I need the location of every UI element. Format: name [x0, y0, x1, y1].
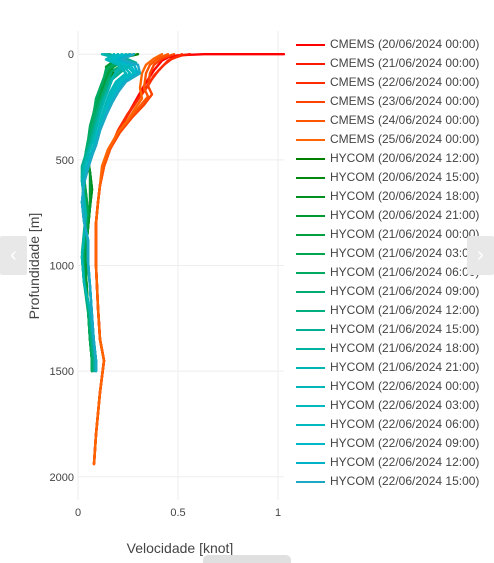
- legend-item[interactable]: HYCOM (21/06/2024 18:00): [294, 340, 494, 359]
- legend-swatch: [296, 177, 325, 179]
- legend-item[interactable]: HYCOM (20/06/2024 21:00): [294, 207, 494, 226]
- legend-item[interactable]: CMEMS (22/06/2024 00:00): [294, 74, 494, 93]
- y-tick-label: 500: [56, 155, 74, 167]
- legend-label: CMEMS (20/06/2024 00:00): [330, 37, 480, 51]
- y-tick-label: 1000: [50, 261, 74, 273]
- legend-label: HYCOM (21/06/2024 18:00): [330, 341, 480, 355]
- legend-item[interactable]: HYCOM (21/06/2024 03:00): [294, 245, 494, 264]
- previous-arrow-button[interactable]: ‹: [0, 236, 27, 275]
- legend-label: HYCOM (22/06/2024 00:00): [330, 379, 480, 393]
- legend-swatch: [296, 63, 325, 65]
- legend-label: HYCOM (21/06/2024 15:00): [330, 322, 480, 336]
- legend-label: HYCOM (20/06/2024 21:00): [330, 208, 480, 222]
- y-tick-label: 2000: [50, 472, 74, 484]
- legend-swatch: [296, 310, 325, 312]
- legend-item[interactable]: CMEMS (20/06/2024 00:00): [294, 36, 494, 55]
- legend-swatch: [296, 348, 325, 350]
- legend-item[interactable]: HYCOM (21/06/2024 21:00): [294, 359, 494, 378]
- legend-label: HYCOM (21/06/2024 21:00): [330, 360, 480, 374]
- legend-swatch: [296, 272, 325, 274]
- legend-swatch: [296, 120, 325, 122]
- legend-label: HYCOM (20/06/2024 18:00): [330, 189, 480, 203]
- x-tick-label: 0.5: [170, 507, 185, 519]
- legend-swatch: [296, 367, 325, 369]
- legend-swatch: [296, 101, 325, 103]
- chart-axes: 0 0.5 1 0 500 1000 1500 2000: [50, 49, 282, 519]
- legend-label: HYCOM (22/06/2024 09:00): [330, 436, 480, 450]
- y-axis-title: Profundidade [m]: [26, 213, 42, 320]
- legend-item[interactable]: HYCOM (22/06/2024 09:00): [294, 435, 494, 454]
- legend-label: CMEMS (21/06/2024 00:00): [330, 56, 480, 70]
- legend-item[interactable]: HYCOM (22/06/2024 03:00): [294, 397, 494, 416]
- legend-swatch: [296, 291, 325, 293]
- legend-label: CMEMS (23/06/2024 00:00): [330, 94, 480, 108]
- series-line-1: [92, 53, 192, 466]
- legend-swatch: [296, 215, 325, 217]
- legend-swatch: [296, 253, 325, 255]
- legend-swatch: [296, 329, 325, 331]
- legend-label: HYCOM (20/06/2024 12:00): [330, 151, 480, 165]
- x-tick-label: 1: [275, 507, 281, 519]
- legend-item[interactable]: HYCOM (22/06/2024 15:00): [294, 473, 494, 492]
- legend-item[interactable]: CMEMS (25/06/2024 00:00): [294, 131, 494, 150]
- legend-swatch: [296, 196, 325, 198]
- legend-item[interactable]: HYCOM (22/06/2024 06:00): [294, 416, 494, 435]
- legend-swatch: [296, 462, 325, 464]
- legend-swatch: [296, 234, 325, 236]
- legend-item[interactable]: CMEMS (23/06/2024 00:00): [294, 93, 494, 112]
- series-line-23: [80, 53, 142, 373]
- legend-label: HYCOM (22/06/2024 03:00): [330, 398, 480, 412]
- legend-swatch: [296, 405, 325, 407]
- legend-label: HYCOM (22/06/2024 15:00): [330, 474, 480, 488]
- legend-item[interactable]: HYCOM (21/06/2024 06:00): [294, 264, 494, 283]
- bottom-handle[interactable]: [203, 555, 291, 563]
- legend-swatch: [296, 481, 325, 483]
- legend-label: CMEMS (24/06/2024 00:00): [330, 113, 480, 127]
- legend-swatch: [296, 158, 325, 160]
- legend-swatch: [296, 443, 325, 445]
- legend-label: HYCOM (20/06/2024 15:00): [330, 170, 480, 184]
- y-tick-label: 1500: [50, 366, 74, 378]
- legend-item[interactable]: HYCOM (21/06/2024 09:00): [294, 283, 494, 302]
- y-tick-label: 0: [68, 49, 74, 61]
- series-line-0: [92, 53, 286, 466]
- legend-item[interactable]: HYCOM (20/06/2024 15:00): [294, 169, 494, 188]
- legend-label: HYCOM (22/06/2024 06:00): [330, 417, 480, 431]
- legend-item[interactable]: HYCOM (22/06/2024 00:00): [294, 378, 494, 397]
- x-axis-title: Velocidade [knot]: [127, 540, 234, 556]
- legend-item[interactable]: HYCOM (21/06/2024 12:00): [294, 302, 494, 321]
- legend-label: CMEMS (22/06/2024 00:00): [330, 75, 480, 89]
- legend-item[interactable]: CMEMS (21/06/2024 00:00): [294, 55, 494, 74]
- legend-label: HYCOM (21/06/2024 00:00): [330, 227, 480, 241]
- series-line-17: [80, 53, 128, 373]
- chart-legend: CMEMS (20/06/2024 00:00) CMEMS (21/06/202…: [294, 36, 494, 492]
- series-line-5: [92, 53, 164, 466]
- x-tick-label: 0: [75, 507, 81, 519]
- legend-swatch: [296, 82, 325, 84]
- chart-grid: [77, 31, 284, 500]
- legend-label: HYCOM (21/06/2024 06:00): [330, 265, 480, 279]
- legend-item[interactable]: CMEMS (24/06/2024 00:00): [294, 112, 494, 131]
- legend-swatch: [296, 139, 325, 141]
- legend-swatch: [296, 424, 325, 426]
- legend-swatch: [296, 386, 325, 388]
- legend-label: HYCOM (21/06/2024 12:00): [330, 303, 480, 317]
- legend-item[interactable]: HYCOM (20/06/2024 12:00): [294, 150, 494, 169]
- chart-series-lines: [80, 53, 286, 466]
- legend-swatch: [296, 44, 325, 46]
- legend-item[interactable]: HYCOM (21/06/2024 00:00): [294, 226, 494, 245]
- legend-label: HYCOM (21/06/2024 03:00): [330, 246, 480, 260]
- legend-item[interactable]: HYCOM (22/06/2024 12:00): [294, 454, 494, 473]
- legend-label: CMEMS (25/06/2024 00:00): [330, 132, 480, 146]
- legend-label: HYCOM (22/06/2024 12:00): [330, 455, 480, 469]
- legend-item[interactable]: HYCOM (21/06/2024 15:00): [294, 321, 494, 340]
- legend-label: HYCOM (21/06/2024 09:00): [330, 284, 480, 298]
- next-arrow-button[interactable]: ›: [467, 236, 494, 275]
- legend-item[interactable]: HYCOM (20/06/2024 18:00): [294, 188, 494, 207]
